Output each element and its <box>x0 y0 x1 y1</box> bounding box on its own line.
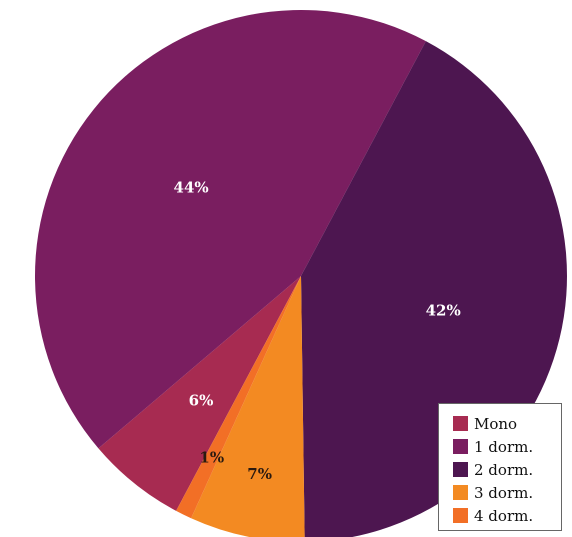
legend-item-2-dorm: 2 dorm. <box>453 458 561 481</box>
legend-swatch-4-dorm <box>453 508 468 523</box>
pie-slice-3-dorm <box>191 276 305 537</box>
legend-label-3-dorm: 3 dorm. <box>474 483 534 502</box>
legend-item-1-dorm: 1 dorm. <box>453 435 561 458</box>
pie-slice-1-dorm <box>34 9 426 449</box>
legend-swatch-1-dorm <box>453 439 468 454</box>
legend-item-4-dorm: 4 dorm. <box>453 504 561 527</box>
slice-label-mono: 6% <box>189 391 214 409</box>
slice-labels: 6% 44% 42% 7% 1% <box>174 179 461 483</box>
pie-slice-mono <box>98 276 301 511</box>
legend: Mono 1 dorm. 2 dorm. 3 dorm. 4 dorm. <box>438 403 562 531</box>
pie-slice-4-dorm <box>176 276 301 519</box>
slice-label-4-dorm: 1% <box>199 448 224 466</box>
legend-label-mono: Mono <box>474 414 518 433</box>
legend-swatch-2-dorm <box>453 462 468 477</box>
slice-label-2-dorm: 42% <box>426 301 461 319</box>
legend-label-4-dorm: 4 dorm. <box>474 506 534 525</box>
legend-swatch-3-dorm <box>453 485 468 500</box>
slice-label-1-dorm: 44% <box>174 179 209 197</box>
legend-item-3-dorm: 3 dorm. <box>453 481 561 504</box>
legend-label-2-dorm: 2 dorm. <box>474 460 534 479</box>
legend-swatch-mono <box>453 416 468 431</box>
slice-label-3-dorm: 7% <box>247 465 272 483</box>
legend-label-1-dorm: 1 dorm. <box>474 437 534 456</box>
legend-item-mono: Mono <box>453 412 561 435</box>
